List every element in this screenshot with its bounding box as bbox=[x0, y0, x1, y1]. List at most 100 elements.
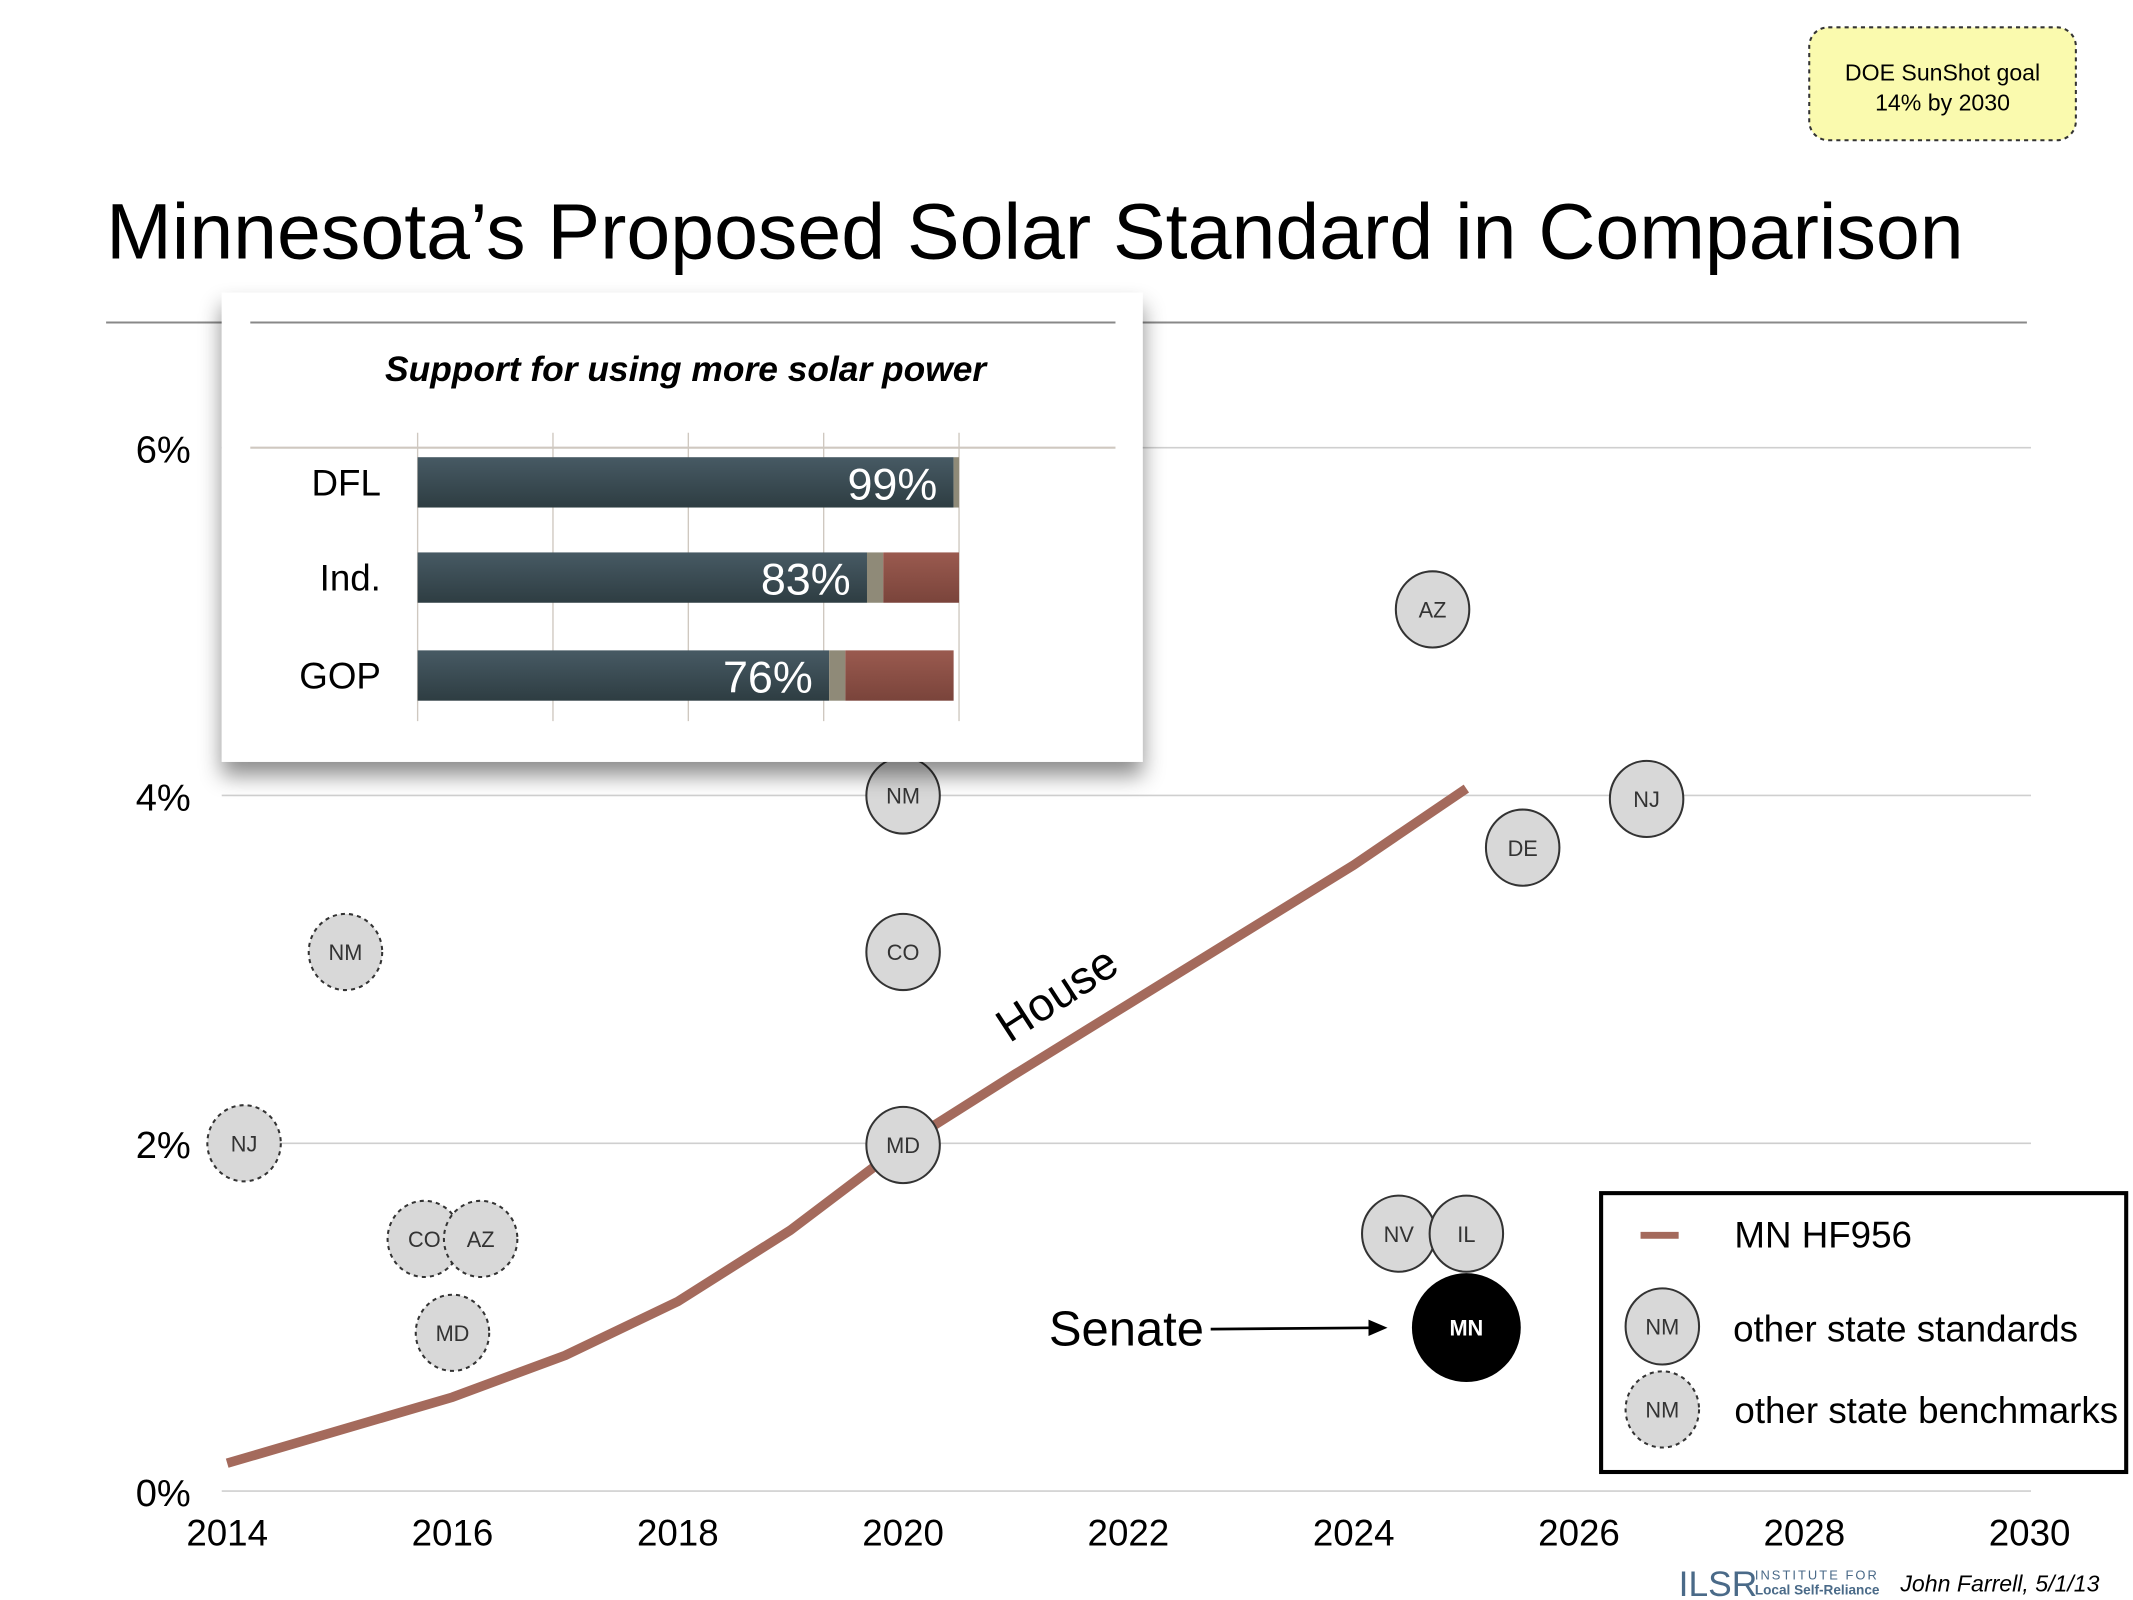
x-tick-label: 2028 bbox=[1763, 1512, 1845, 1553]
senate-arrowhead-icon bbox=[1368, 1319, 1388, 1336]
bar-segment bbox=[845, 650, 954, 701]
bar-row-ind: Ind. 83% bbox=[320, 552, 960, 605]
bar-data-label: 76% bbox=[723, 652, 813, 703]
legend-mn-hf956: MN HF956 bbox=[1734, 1215, 1912, 1256]
standard-point-az: AZ bbox=[1394, 570, 1471, 649]
x-tick-label: 2014 bbox=[186, 1512, 268, 1553]
standard-point-il: IL bbox=[1428, 1194, 1505, 1273]
point-circle bbox=[206, 1104, 282, 1183]
point-circle bbox=[1428, 1194, 1505, 1273]
bar-row-dfl: DFL 99% bbox=[312, 457, 960, 509]
point-circle bbox=[414, 1293, 491, 1372]
benchmark-point-md: MD bbox=[414, 1293, 491, 1372]
mn-hf956-line bbox=[225, 784, 1470, 1468]
point-label: CO bbox=[887, 940, 920, 965]
benchmark-point-nm: NM bbox=[307, 912, 384, 992]
callout-box bbox=[1808, 26, 2077, 142]
house-label: House bbox=[986, 935, 1126, 1051]
bar-category-label: DFL bbox=[312, 462, 381, 503]
point-label: IL bbox=[1457, 1222, 1475, 1247]
logo-sub1: INSTITUTE FOR bbox=[1755, 1567, 1879, 1582]
senate-arrow bbox=[1210, 1326, 1372, 1331]
y-tick-labels: 0% 2% 4% 6% bbox=[136, 430, 191, 1515]
credit: John Farrell, 5/1/13 bbox=[1899, 1571, 2099, 1597]
y-tick-label: 0% bbox=[136, 1473, 191, 1515]
sunshot-callout: DOE SunShot goal 14% by 2030 bbox=[1808, 26, 2077, 142]
standard-point-co: CO bbox=[865, 912, 941, 992]
x-tick-label: 2022 bbox=[1088, 1512, 1170, 1553]
support-inset: Support for using more solar power DFL 99… bbox=[221, 292, 1143, 762]
inset-bars: DFL 99% Ind. 83% GOP 76% bbox=[299, 457, 960, 703]
mn-circle bbox=[1411, 1273, 1521, 1382]
y-tick-label: 6% bbox=[136, 430, 191, 472]
point-circle bbox=[1394, 570, 1471, 649]
ilsr-logo: ILSR INSTITUTE FOR Local Self-Reliance bbox=[1679, 1565, 1880, 1600]
legend-standard-swatch bbox=[1624, 1287, 1701, 1366]
point-label: NJ bbox=[231, 1131, 258, 1156]
bar-segment bbox=[883, 552, 960, 603]
y-tick-label: 4% bbox=[136, 777, 191, 819]
x-tick-label: 2016 bbox=[412, 1512, 494, 1553]
point-label: NV bbox=[1384, 1222, 1415, 1247]
legend-other-standards: other state standards bbox=[1733, 1308, 2078, 1349]
legend-benchmark-swatch bbox=[1624, 1370, 1701, 1449]
state-points: NM NJ CO AZ MD AZ NM CO MD NJ DE NV IL MN bbox=[206, 570, 1685, 1382]
legend-standard-swatch-label: NM bbox=[1645, 1315, 1679, 1340]
standard-point-nm: NM bbox=[865, 756, 941, 835]
bar-segment bbox=[417, 650, 830, 701]
point-circle bbox=[307, 912, 384, 992]
main-gridlines bbox=[221, 446, 2031, 1492]
x-tick-labels: 2014 2016 2018 2020 2022 2024 2026 2028 2030 bbox=[186, 1512, 2070, 1553]
benchmark-point-az: AZ bbox=[442, 1199, 519, 1279]
bar-row-gop: GOP 76% bbox=[299, 650, 954, 703]
point-label: NJ bbox=[1633, 787, 1660, 812]
x-tick-label: 2026 bbox=[1538, 1512, 1620, 1553]
point-circle bbox=[442, 1199, 519, 1279]
logo-sub2: Local Self-Reliance bbox=[1755, 1582, 1880, 1597]
bar-segment bbox=[953, 457, 960, 508]
standard-point-de: DE bbox=[1484, 808, 1561, 887]
point-label: NM bbox=[329, 940, 363, 965]
bar-data-label: 99% bbox=[847, 458, 937, 509]
inset-title: Support for using more solar power bbox=[385, 350, 988, 389]
logo-main: ILSR bbox=[1679, 1565, 1758, 1600]
standard-point-nv: NV bbox=[1361, 1194, 1437, 1273]
x-tick-label: 2018 bbox=[637, 1512, 719, 1553]
legend-benchmark-swatch-label: NM bbox=[1645, 1398, 1679, 1423]
point-label: AZ bbox=[467, 1227, 495, 1252]
mn-label: MN bbox=[1449, 1316, 1483, 1341]
x-tick-label: 2030 bbox=[1989, 1512, 2071, 1553]
standard-point-nj: NJ bbox=[1608, 759, 1685, 839]
point-circle bbox=[865, 1105, 941, 1185]
x-tick-label: 2020 bbox=[862, 1512, 944, 1553]
point-label: MD bbox=[886, 1133, 920, 1158]
mn-hf956-series-line bbox=[225, 784, 1470, 1468]
bar-segment bbox=[866, 552, 884, 603]
senate-label: Senate bbox=[1049, 1302, 1204, 1356]
point-circle bbox=[1484, 808, 1561, 887]
legend-other-benchmarks: other state benchmarks bbox=[1734, 1390, 2118, 1431]
mn-point: MN bbox=[1411, 1273, 1521, 1382]
callout-line2: 14% by 2030 bbox=[1875, 89, 2010, 115]
bar-segment bbox=[417, 457, 954, 508]
x-tick-label: 2024 bbox=[1313, 1512, 1395, 1553]
point-label: AZ bbox=[1419, 598, 1447, 623]
standard-point-md: MD bbox=[865, 1105, 941, 1185]
legend: MN HF956 NM other state standards NM oth… bbox=[1599, 1191, 2129, 1475]
bar-category-label: GOP bbox=[299, 655, 381, 696]
point-circle bbox=[1608, 759, 1685, 839]
point-label: NM bbox=[886, 784, 920, 809]
point-label: MD bbox=[436, 1321, 470, 1346]
callout-line1: DOE SunShot goal bbox=[1845, 59, 2040, 85]
bar-category-label: Ind. bbox=[320, 558, 381, 599]
bar-segment bbox=[417, 552, 867, 603]
point-label: DE bbox=[1508, 836, 1538, 861]
point-circle bbox=[865, 912, 941, 992]
bar-data-label: 83% bbox=[761, 554, 851, 605]
y-tick-label: 2% bbox=[136, 1125, 191, 1167]
bar-segment bbox=[829, 650, 846, 701]
page-title: Minnesota’s Proposed Solar Standard in C… bbox=[106, 188, 1964, 276]
benchmark-point-nj: NJ bbox=[206, 1104, 282, 1183]
point-label: CO bbox=[408, 1227, 441, 1252]
